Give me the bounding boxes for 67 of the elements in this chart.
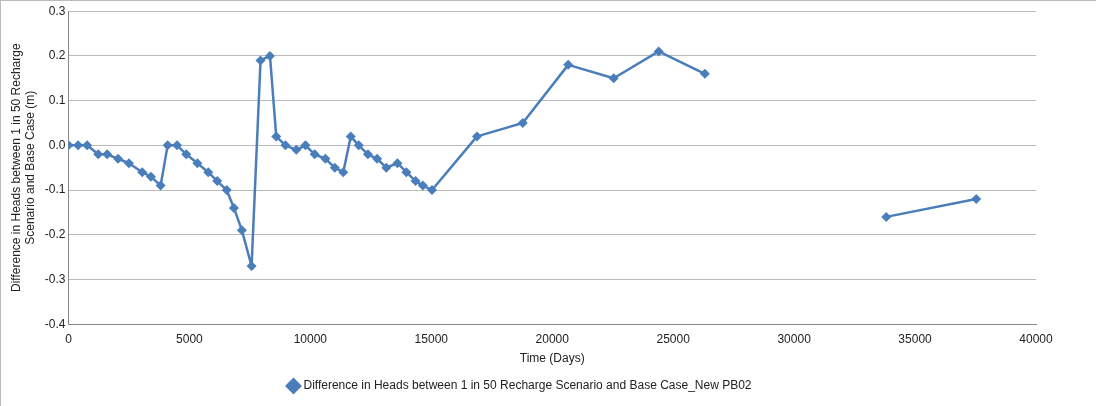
y-axis-title: Difference in Heads between 1 in 50 Recharge Scenario and Base Case (m): [8, 43, 37, 292]
point: [82, 140, 93, 151]
point: [300, 140, 311, 151]
point: [381, 162, 392, 173]
point: [345, 131, 356, 142]
x-axis-title: Time (Days): [519, 351, 585, 366]
point: [427, 185, 438, 196]
point: [246, 261, 257, 272]
point: [137, 167, 148, 178]
point: [372, 153, 383, 164]
point: [320, 153, 331, 164]
legend-label: Difference in Heads between 1 in 50 Recharge Scenario and Base Case_New PB02: [303, 378, 752, 393]
point: [608, 73, 619, 84]
y-tick-label: -0.1: [44, 182, 66, 197]
point: [392, 158, 403, 169]
point: [93, 149, 104, 160]
x-tick-label: 5000: [176, 331, 204, 346]
y-tick-label: 0.3: [48, 3, 66, 18]
x-tick-label: 0: [65, 331, 73, 346]
point: [162, 140, 173, 151]
point: [155, 180, 166, 191]
y-tick-label: -0.2: [44, 227, 66, 242]
x-tick-label: 25000: [656, 331, 691, 346]
x-tick-label: 20000: [535, 331, 570, 346]
point: [212, 176, 223, 187]
point: [353, 140, 364, 151]
point: [563, 59, 574, 70]
y-tick-label: -0.4: [44, 316, 66, 331]
point: [123, 158, 134, 169]
point: [280, 140, 291, 151]
point: [236, 225, 247, 236]
x-tick-label: 10000: [293, 331, 328, 346]
point: [362, 149, 373, 160]
point: [255, 55, 266, 66]
point: [699, 68, 710, 79]
point: [102, 149, 113, 160]
point: [971, 194, 982, 204]
point: [271, 131, 282, 142]
point: [192, 158, 203, 169]
x-tick-label: 30000: [777, 331, 812, 346]
point: [221, 185, 232, 196]
point: [417, 180, 428, 191]
point: [653, 46, 664, 57]
point: [73, 140, 84, 151]
x-tick-label: 15000: [414, 331, 449, 346]
x-tick-label: 35000: [898, 331, 933, 346]
point: [410, 176, 421, 187]
point: [228, 202, 239, 213]
y-tick-label: -0.3: [44, 271, 66, 286]
point: [338, 167, 349, 178]
point: [881, 211, 892, 222]
y-tick-label: 0.2: [48, 48, 66, 63]
point: [172, 140, 183, 151]
y-tick-label: 0.0: [48, 137, 66, 152]
point: [203, 167, 214, 178]
point: [181, 149, 192, 160]
x-tick-label: 40000: [1019, 331, 1054, 346]
point: [145, 171, 156, 182]
point: [517, 117, 528, 128]
point: [264, 50, 275, 61]
point: [309, 149, 320, 160]
point: [401, 167, 412, 178]
point: [472, 131, 483, 142]
point: [291, 144, 302, 155]
point: [329, 162, 340, 173]
y-tick-label: 0.1: [48, 92, 66, 107]
point: [113, 153, 124, 164]
